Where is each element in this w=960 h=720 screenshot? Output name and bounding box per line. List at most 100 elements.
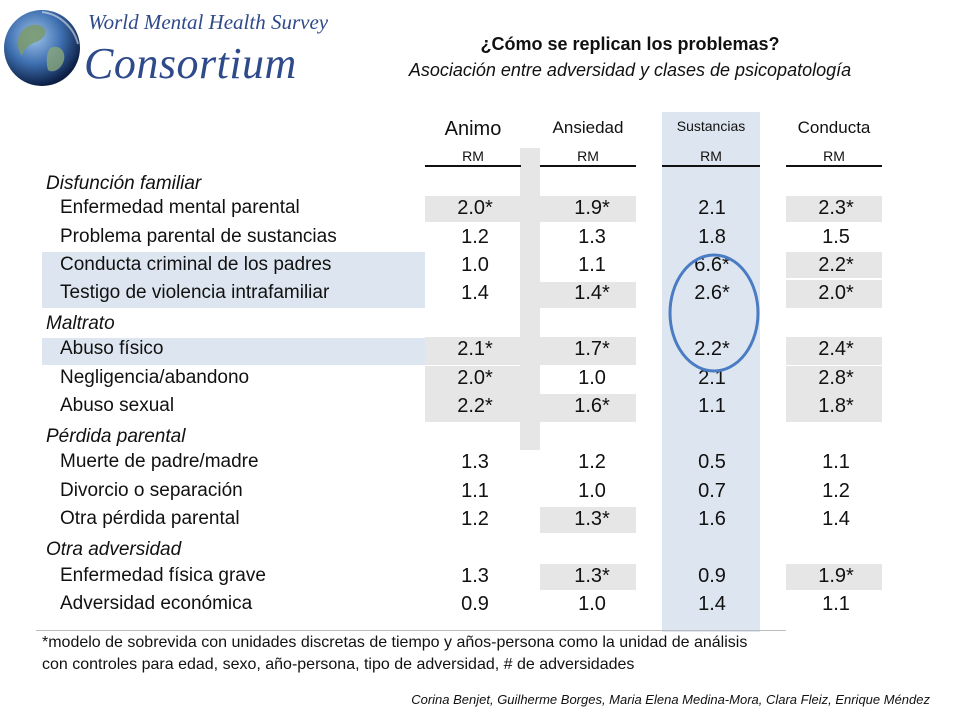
value-cell: 1.0 <box>578 480 606 502</box>
value-cell: 2.3* <box>818 197 854 219</box>
globe-icon <box>4 10 80 86</box>
value-cell: 1.1 <box>698 395 726 417</box>
column-header-conducta: Conducta <box>797 118 871 137</box>
header-rule <box>786 165 882 167</box>
value-cell: 1.1 <box>578 254 606 276</box>
row-label: Otra pérdida parental <box>60 508 240 529</box>
value-cell: 1.4 <box>461 282 489 304</box>
row-label: Abuso sexual <box>60 395 175 416</box>
footnote-rule <box>36 630 786 631</box>
value-cell: 2.2* <box>457 395 493 417</box>
section-otra-adversidad: Otra adversidad <box>46 539 182 560</box>
value-cell: 2.4* <box>818 338 854 360</box>
shaded-cell <box>425 366 530 394</box>
value-cell: 2.2* <box>818 254 854 276</box>
section-maltrato: Maltrato <box>46 313 115 334</box>
consortium-logo: World Mental Health Survey Consortium <box>0 0 328 100</box>
footnote-line2: con controles para edad, sexo, año-perso… <box>42 656 635 673</box>
section-perdida-parental: Pérdida parental <box>46 426 186 447</box>
value-cell: 1.4 <box>822 508 850 530</box>
row-label: Divorcio o separación <box>60 480 243 501</box>
value-cell: 1.7* <box>574 338 610 360</box>
value-cell: 2.0* <box>457 367 493 389</box>
highlight-circle <box>668 253 760 373</box>
row-label: Abuso físico <box>60 338 164 359</box>
value-cell: 1.4 <box>698 593 726 615</box>
value-cell: 2.1* <box>457 338 493 360</box>
shaded-cell <box>540 337 636 365</box>
value-cell: 0.5 <box>698 451 726 473</box>
value-cell: 1.9* <box>818 565 854 587</box>
shaded-cell <box>540 564 636 590</box>
header-rule <box>662 165 760 167</box>
row-highlight-abuso-fisico <box>42 338 425 365</box>
column-header-sustancias: Sustancias <box>676 118 746 134</box>
value-cell: 1.8 <box>698 226 726 248</box>
value-cell: 2.1 <box>698 197 726 219</box>
shaded-cell <box>786 196 882 222</box>
row-label: Enfermedad física grave <box>60 565 266 586</box>
value-cell: 1.3 <box>461 565 489 587</box>
value-cell: 1.2 <box>461 226 489 248</box>
page-subtitle: Asociación entre adversidad y clases de … <box>408 60 852 80</box>
value-cell: 1.0 <box>461 254 489 276</box>
column-subheader: RM <box>577 148 599 164</box>
value-cell: 0.9 <box>698 565 726 587</box>
column-subheader: RM <box>823 148 845 164</box>
value-cell: 2.8* <box>818 367 854 389</box>
value-cell: 0.7 <box>698 480 726 502</box>
column-subheader: RM <box>700 148 722 164</box>
value-cell: 1.1 <box>461 480 489 502</box>
value-cell: 1.2 <box>578 451 606 473</box>
value-cell: 1.5 <box>822 226 850 248</box>
value-cell: 0.9 <box>461 593 489 615</box>
value-cell: 1.3* <box>574 508 610 530</box>
value-cell: 1.3 <box>578 226 606 248</box>
value-cell: 1.3* <box>574 565 610 587</box>
row-label: Muerte de padre/madre <box>60 451 259 472</box>
shaded-cell <box>786 366 882 394</box>
value-cell: 1.1 <box>822 451 850 473</box>
value-cell: 1.1 <box>822 593 850 615</box>
row-label: Problema parental de sustancias <box>60 226 337 247</box>
shaded-cell <box>786 280 882 308</box>
row-label: Conducta criminal de los padres <box>60 254 332 275</box>
value-cell: 2.1 <box>698 367 726 389</box>
shaded-cell <box>786 337 882 365</box>
shaded-cell <box>786 394 882 422</box>
value-cell: 1.0 <box>578 367 606 389</box>
footnote-line1: *modelo de sobrevida con unidades discre… <box>42 634 748 651</box>
logo-line2: Consortium <box>84 39 297 88</box>
value-cell: 2.2* <box>694 338 730 360</box>
value-cell: 1.2 <box>461 508 489 530</box>
value-cell: 1.0 <box>578 593 606 615</box>
row-highlight-criminal-violencia <box>42 252 425 308</box>
shaded-cell <box>425 196 530 222</box>
value-cell: 1.6* <box>574 395 610 417</box>
author-credit: Corina Benjet, Guilherme Borges, Maria E… <box>411 692 930 707</box>
column-subheader: RM <box>462 148 484 164</box>
value-cell: 2.6* <box>694 282 730 304</box>
header-rule <box>425 165 521 167</box>
value-cell: 1.9* <box>574 197 610 219</box>
value-cell: 1.8* <box>818 395 854 417</box>
column-header-animo: Animo <box>444 118 502 140</box>
header-rule <box>540 165 636 167</box>
value-cell: 1.6 <box>698 508 726 530</box>
row-label: Adversidad económica <box>60 593 253 614</box>
shaded-cell <box>786 252 882 278</box>
value-cell: 2.0* <box>818 282 854 304</box>
shaded-cell <box>425 394 530 422</box>
row-label: Negligencia/abandono <box>60 367 250 388</box>
value-cell: 1.2 <box>822 480 850 502</box>
shaded-cell <box>425 337 530 365</box>
row-label: Enfermedad mental parental <box>60 197 300 218</box>
page-title: ¿Cómo se replican los problemas? <box>480 34 780 54</box>
shaded-cell <box>540 282 636 308</box>
shaded-cell <box>540 507 636 533</box>
shaded-cell <box>540 196 636 222</box>
value-cell: 1.3 <box>461 451 489 473</box>
value-cell: 1.4* <box>574 282 610 304</box>
value-cell: 6.6* <box>694 254 730 276</box>
shaded-cell <box>786 564 882 590</box>
